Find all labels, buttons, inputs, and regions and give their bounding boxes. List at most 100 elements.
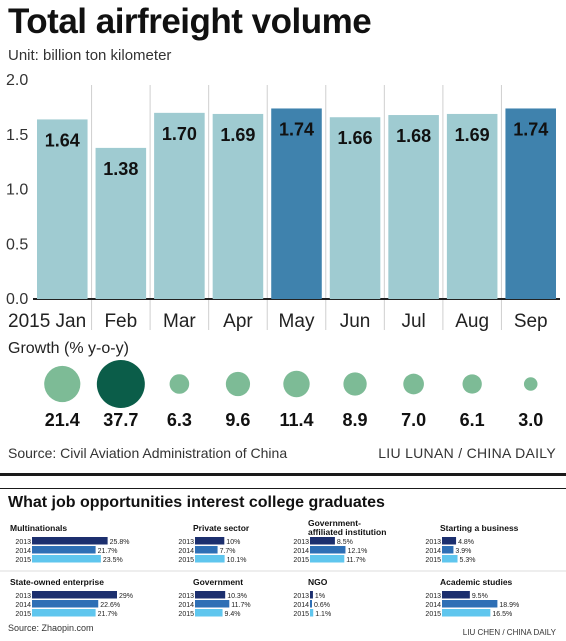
bar-value-label: 1.64 — [45, 130, 80, 150]
year-label: 2014 — [15, 602, 31, 609]
bar — [329, 117, 381, 299]
job-bar-label: 23.5% — [103, 557, 123, 564]
year-label: 2015 — [15, 557, 31, 564]
bar-value-label: 1.70 — [162, 124, 197, 144]
year-label: 2014 — [425, 548, 441, 555]
job-bar — [32, 546, 96, 554]
job-bar-label: 11.7% — [231, 602, 250, 609]
job-bar-label: 29% — [119, 593, 133, 600]
year-label: 2015 — [178, 611, 194, 618]
group-name: Multinationals — [10, 523, 67, 533]
job-bar-label: 7.7% — [220, 548, 236, 555]
year-label: 2015 — [293, 611, 309, 618]
bar — [446, 113, 498, 299]
year-label: 2014 — [293, 602, 309, 609]
job-bar — [442, 546, 454, 554]
chart-unit: Unit: billion ton kilometer — [8, 47, 172, 64]
growth-value-label: 37.7 — [103, 410, 138, 430]
year-label: 2014 — [178, 602, 194, 609]
job-bar — [310, 600, 312, 608]
job-bar — [32, 591, 117, 599]
growth-value-label: 9.6 — [225, 410, 250, 430]
job-bar-label: 0.6% — [314, 602, 330, 609]
y-tick-label: 0.0 — [6, 291, 28, 308]
bar-value-label: 1.66 — [338, 128, 373, 148]
credit-note-2: LIU CHEN / CHINA DAILY — [462, 628, 556, 637]
job-bar — [442, 600, 498, 608]
x-tick-label: Mar — [163, 311, 196, 332]
bar — [388, 115, 439, 299]
job-bar — [310, 537, 335, 545]
job-bar-label: 10.1% — [227, 557, 247, 564]
bar-value-label: 1.69 — [455, 125, 490, 145]
year-label: 2014 — [425, 602, 441, 609]
bar-value-label: 1.69 — [220, 125, 255, 145]
growth-bubble — [462, 374, 482, 394]
growth-bubble — [96, 360, 145, 408]
group-name: State-owned enterprise — [10, 577, 104, 587]
job-bar — [442, 537, 457, 545]
growth-bubble — [403, 373, 424, 395]
source-note-2: Source: Zhaopin.com — [8, 623, 94, 633]
job-bar — [32, 600, 99, 608]
growth-value-label: 7.0 — [401, 410, 426, 430]
job-bar-label: 9.5% — [472, 593, 488, 600]
section-divider-thin — [0, 488, 566, 489]
bar — [37, 119, 88, 299]
job-bar-label: 3.9% — [455, 548, 471, 555]
job-bar-label: 4.8% — [458, 539, 474, 546]
x-tick-label: Sep — [514, 311, 548, 332]
year-label: 2015 — [425, 557, 441, 564]
year-label: 2013 — [178, 593, 194, 600]
section-divider — [0, 473, 566, 476]
job-bar — [195, 555, 225, 563]
year-label: 2013 — [293, 593, 309, 600]
bar — [212, 113, 264, 299]
year-label: 2015 — [178, 557, 194, 564]
group-name: Starting a business — [440, 523, 519, 533]
job-bar-label: 10.3% — [227, 593, 247, 600]
growth-label: Growth (% y-o-y) — [8, 340, 129, 357]
y-tick-label: 2.0 — [6, 72, 28, 89]
y-tick-label: 1.0 — [6, 182, 28, 199]
job-bar — [442, 609, 491, 617]
year-label: 2014 — [15, 548, 31, 555]
bar — [505, 108, 556, 299]
job-bar — [442, 555, 458, 563]
job-bar-label: 18.9% — [499, 602, 519, 609]
bar-value-label: 1.74 — [279, 119, 314, 139]
job-bar — [195, 609, 223, 617]
job-bar — [195, 537, 225, 545]
x-tick-label: Feb — [104, 311, 137, 332]
group-name: NGO — [308, 577, 328, 587]
growth-value-label: 6.3 — [167, 410, 192, 430]
year-label: 2013 — [15, 593, 31, 600]
x-tick-label: Jul — [401, 311, 425, 332]
job-bar-label: 10% — [226, 539, 240, 546]
job-bar-label: 11.7% — [346, 557, 365, 564]
job-chart-title: What job opportunities interest college … — [8, 494, 385, 511]
job-bar — [310, 555, 345, 563]
job-bar-label: 1.1% — [315, 611, 331, 618]
job-bar — [32, 609, 96, 617]
year-label: 2013 — [293, 539, 309, 546]
job-bar-label: 5.3% — [460, 557, 476, 564]
bar-value-label: 1.38 — [103, 159, 138, 179]
job-bar-label: 22.6% — [100, 602, 120, 609]
group-name: Government — [193, 577, 243, 587]
growth-value-label: 11.4 — [279, 410, 313, 430]
x-tick-label: 2015 Jan — [8, 311, 86, 332]
job-bar-label: 25.8% — [110, 539, 130, 546]
year-label: 2015 — [425, 611, 441, 618]
job-bar — [442, 591, 470, 599]
job-bar-label: 1% — [315, 593, 325, 600]
airfreight-bar-chart: 0.0 0.5 1.0 1.5 2.0 1.64 2015 Jan 21.4 1.38 Feb 37… — [6, 72, 560, 430]
x-tick-label: May — [279, 311, 315, 332]
source-note: Source: Civil Aviation Administration of… — [8, 445, 288, 461]
year-label: 2013 — [15, 539, 31, 546]
y-tick-label: 0.5 — [6, 236, 28, 253]
year-label: 2015 — [293, 557, 309, 564]
year-label: 2013 — [425, 593, 441, 600]
growth-value-label: 8.9 — [343, 410, 368, 430]
